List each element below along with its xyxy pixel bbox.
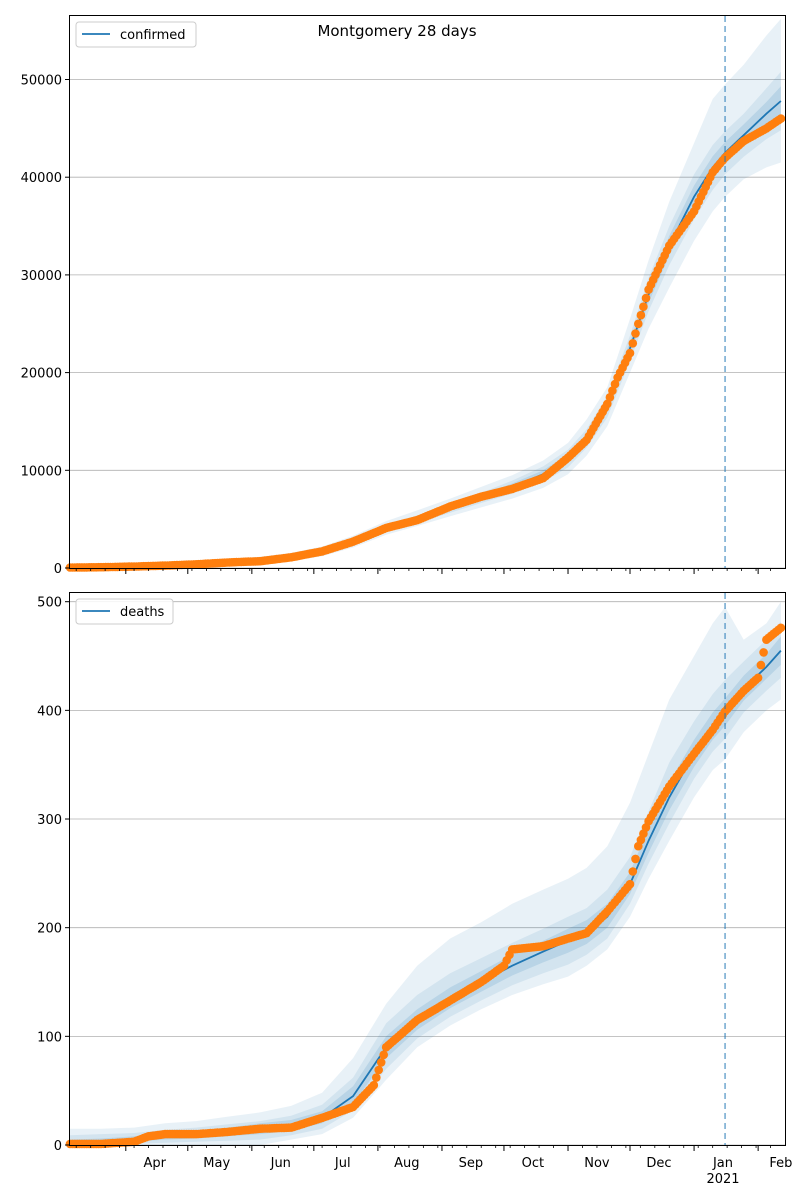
deaths-legend-label: deaths xyxy=(120,605,165,620)
confirmed-y-axis: 0 10000 20000 30000 40000 50000 xyxy=(21,74,70,577)
x-tick-label: Aug xyxy=(394,1156,419,1171)
observed-point xyxy=(759,648,768,657)
x-tick-label: Jul xyxy=(334,1156,351,1171)
y-tick-label: 10000 xyxy=(21,464,62,479)
observed-point xyxy=(776,623,786,633)
x-tick-label: Dec xyxy=(646,1156,671,1171)
deaths-axes-frame xyxy=(69,592,786,1146)
x-tick-label: Jun xyxy=(270,1156,291,1171)
band-middle xyxy=(70,621,781,1145)
x-tick-label: Feb xyxy=(769,1156,792,1171)
observed-point xyxy=(636,310,646,320)
x-tick-label: May xyxy=(203,1156,230,1171)
y-tick-label: 0 xyxy=(54,1139,62,1154)
chart-title: Montgomery 28 days xyxy=(317,22,476,40)
confirmed-legend: confirmed xyxy=(75,21,197,48)
y-tick-label: 50000 xyxy=(21,74,62,89)
y-tick-label: 200 xyxy=(37,922,62,937)
observed-point xyxy=(756,660,766,670)
confirmed-x-axis xyxy=(75,568,771,574)
y-tick-label: 300 xyxy=(37,813,62,828)
y-tick-label: 0 xyxy=(54,562,62,577)
observed-point xyxy=(605,393,615,402)
observed-point xyxy=(639,302,648,312)
deaths-legend-box xyxy=(75,598,174,625)
y-tick-label: 30000 xyxy=(21,269,62,284)
observed-point xyxy=(610,379,620,389)
deaths-bands xyxy=(70,601,781,1145)
x-tick-label: 2021 xyxy=(706,1172,739,1187)
observed-point xyxy=(631,854,640,864)
confirmed-legend-box xyxy=(75,21,197,48)
observed-point xyxy=(608,386,617,396)
band-outer xyxy=(70,601,781,1145)
observed-point xyxy=(753,673,763,683)
observed-point xyxy=(372,1073,381,1082)
y-tick-label: 40000 xyxy=(21,171,62,186)
observed-point xyxy=(376,1058,386,1067)
y-tick-label: 100 xyxy=(37,1030,62,1045)
deaths-observed-points xyxy=(65,623,786,1149)
band-outer xyxy=(70,18,781,568)
y-tick-label: 500 xyxy=(37,596,62,611)
observed-point xyxy=(374,1065,384,1075)
observed-point xyxy=(628,867,638,876)
confirmed-observed-points xyxy=(65,114,786,572)
observed-point xyxy=(369,1080,379,1090)
observed-point xyxy=(776,114,786,123)
x-tick-label: Jan xyxy=(712,1156,733,1171)
observed-point xyxy=(603,399,612,409)
observed-point xyxy=(628,339,638,348)
deaths-y-axis: 0 100 200 300 400 500 xyxy=(37,596,70,1154)
deaths-legend: deaths xyxy=(75,598,174,625)
x-tick-label: Sep xyxy=(459,1156,484,1171)
x-tick-label: Apr xyxy=(143,1156,166,1171)
observed-point xyxy=(641,293,651,303)
y-tick-label: 400 xyxy=(37,704,62,719)
confirmed-legend-label: confirmed xyxy=(120,28,186,43)
observed-point xyxy=(379,1050,389,1060)
x-tick-label: Oct xyxy=(522,1156,544,1171)
observed-point xyxy=(625,879,635,889)
observed-point xyxy=(625,348,635,358)
deaths-panel: 0 100 200 300 400 500 Apr May Jun Jul Aug Sep Oct No… xyxy=(37,592,792,1187)
confirmed-axes-frame xyxy=(69,15,786,569)
y-tick-label: 20000 xyxy=(21,367,62,382)
observed-point xyxy=(634,319,643,329)
confirmed-panel: 0 10000 20000 30000 40000 50000 Montgomery 28… xyxy=(21,15,786,577)
x-tick-label: Nov xyxy=(584,1156,610,1171)
observed-point xyxy=(631,329,640,338)
